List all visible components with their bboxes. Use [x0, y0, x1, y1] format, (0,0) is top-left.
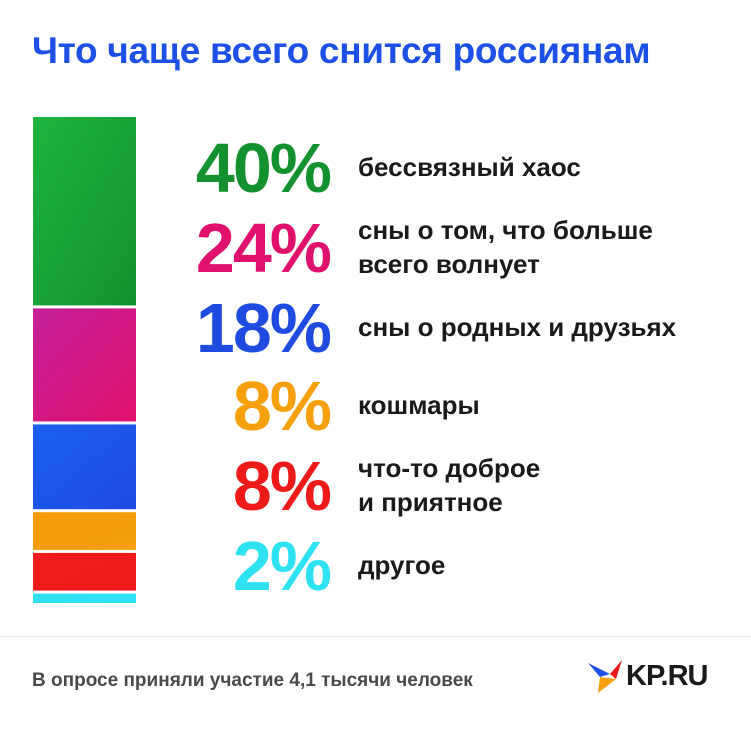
- bar-segment: [33, 512, 136, 550]
- legend-row: 24% сны о том, что больше всего волнует: [150, 210, 740, 286]
- legend-row: 8% что-то доброе и приятное: [150, 448, 740, 524]
- legend-row: 2% другое: [150, 528, 740, 604]
- category-label: сны о том, что больше всего волнует: [358, 215, 653, 279]
- percent-label: 18%: [195, 289, 332, 367]
- chart-title: Что чаще всего снится россиянам: [32, 30, 651, 71]
- kp-logo[interactable]: KP.RU: [586, 657, 708, 695]
- legend-row: 18% сны о родных и друзьях: [150, 290, 740, 366]
- bar-segment: [33, 308, 136, 422]
- survey-footnote: В опросе приняли участие 4,1 тысячи чело…: [32, 670, 473, 691]
- kp-logo-text: KP.RU: [626, 659, 708, 692]
- percent-label: 8%: [232, 367, 332, 445]
- category-label: что-то доброе и приятное: [358, 453, 541, 517]
- bar-segment: [33, 117, 136, 306]
- bar-segment: [33, 593, 136, 603]
- category-label: другое: [358, 550, 446, 581]
- category-label: кошмары: [358, 390, 480, 421]
- percent-label: 40%: [195, 129, 332, 207]
- legend-row: 8% кошмары: [150, 368, 740, 444]
- bar-segment: [33, 424, 136, 510]
- stacked-bar-chart: [33, 117, 136, 603]
- percent-label: 2%: [232, 527, 332, 605]
- percent-label: 24%: [195, 209, 332, 287]
- category-label: сны о родных и друзьях: [358, 312, 677, 343]
- category-label: бессвязный хаос: [358, 152, 581, 183]
- legend-row: 40% бессвязный хаос: [150, 130, 740, 206]
- bar-segment: [33, 552, 136, 591]
- percent-label: 8%: [232, 447, 332, 525]
- kp-bird-icon: [588, 660, 622, 693]
- footer-divider: [0, 636, 751, 637]
